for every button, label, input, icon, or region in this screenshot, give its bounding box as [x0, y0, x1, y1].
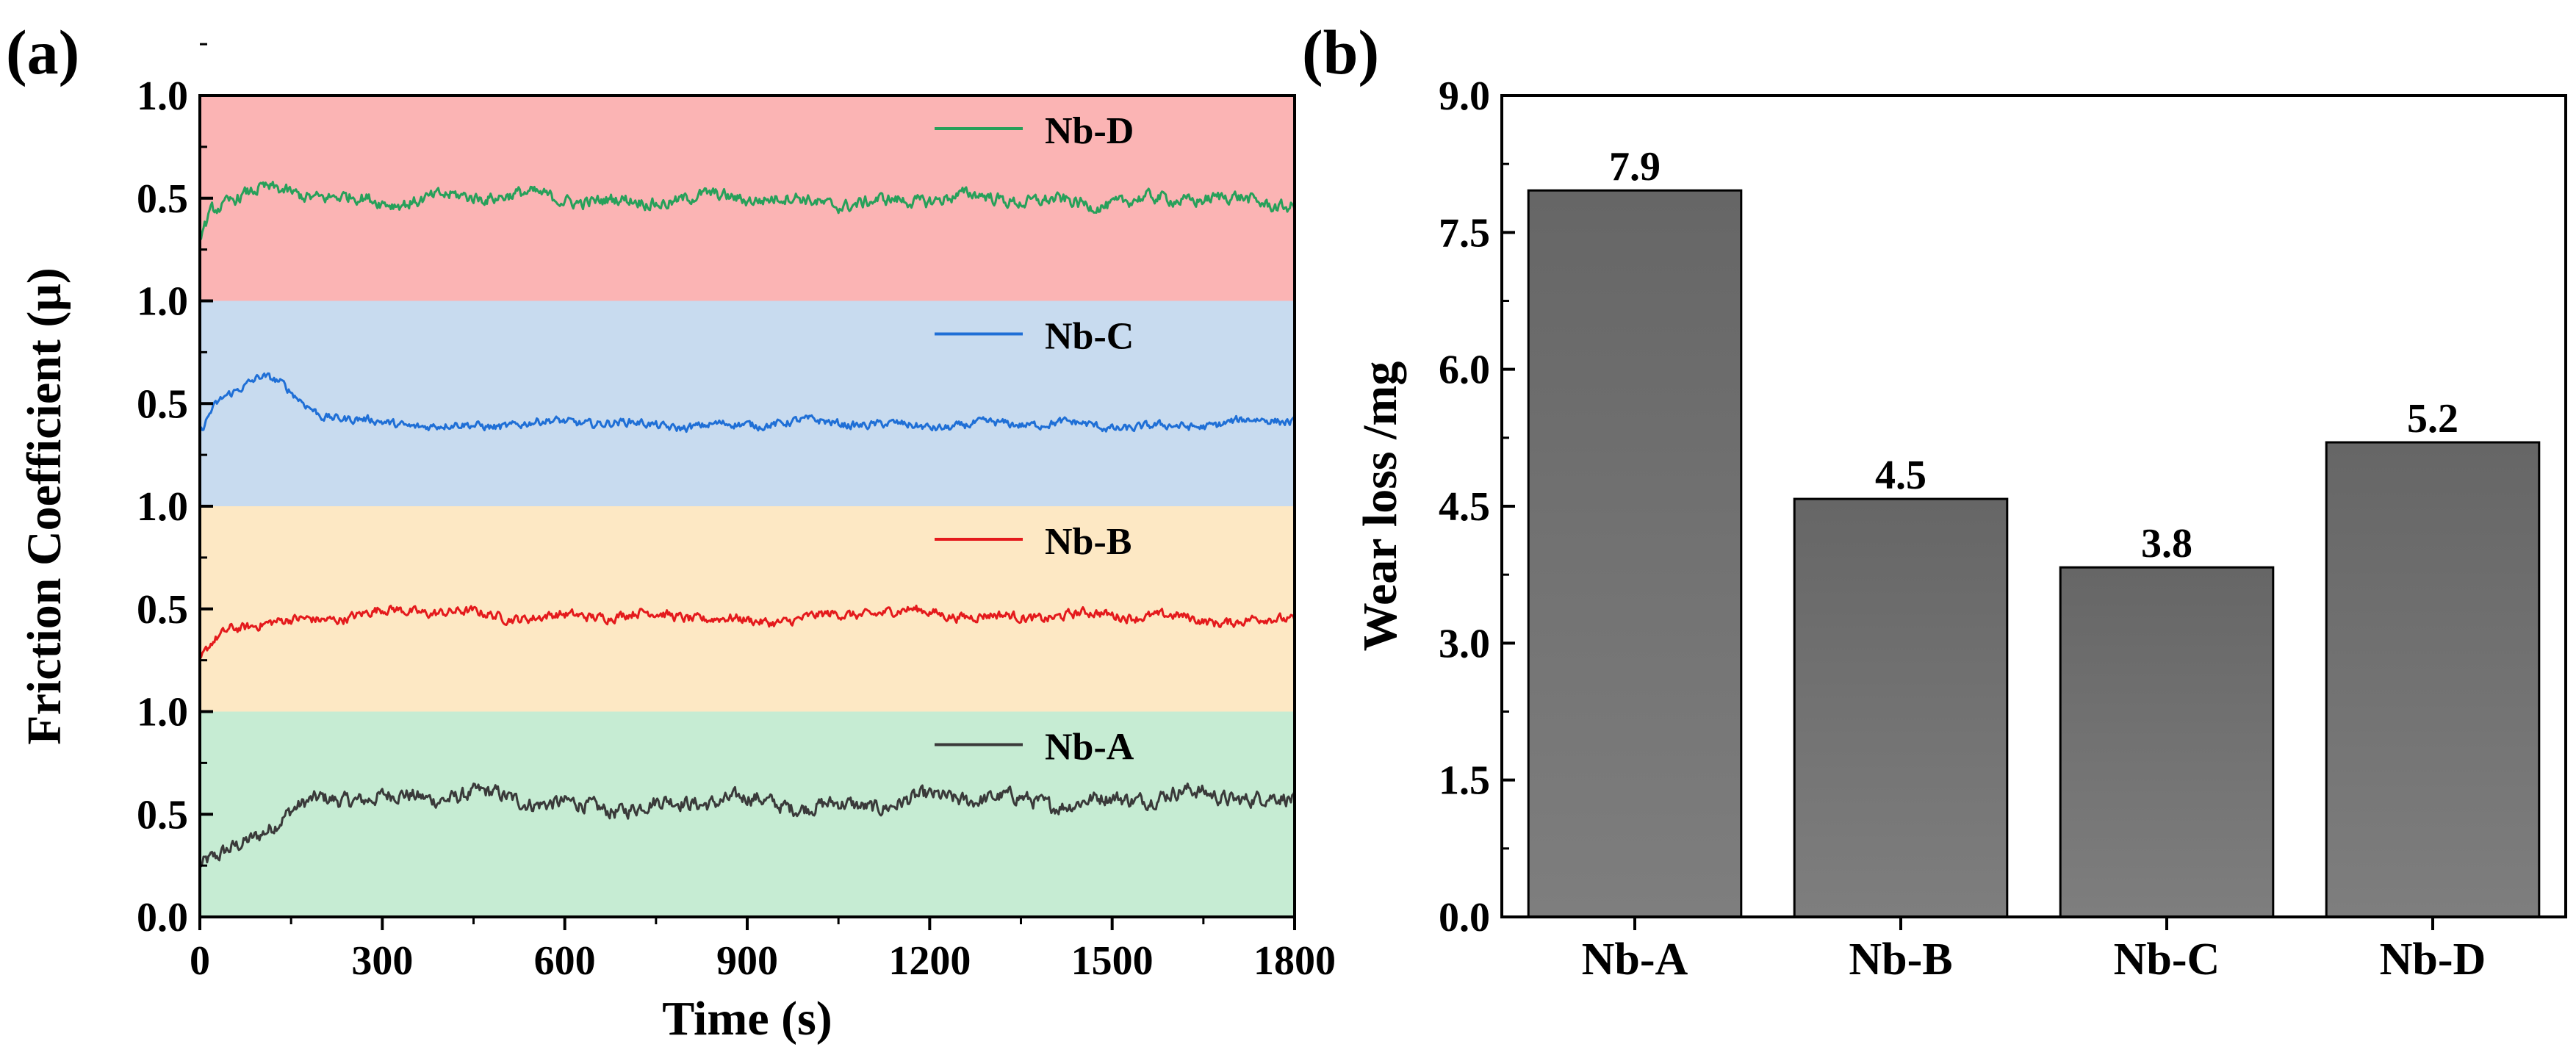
y-tick-label-b: 6.0 [1439, 348, 1490, 393]
band-nb-a [200, 711, 1295, 917]
y-tick-label: 1.0 [137, 690, 188, 735]
y-tick-label-b: 7.5 [1439, 210, 1490, 256]
series-line-nb-c [198, 372, 1295, 433]
legend: Nb-A Nb-B Nb-C Nb-D [935, 110, 1134, 769]
y-tick-label-b: 9.0 [1439, 73, 1490, 119]
series-lines [198, 181, 1296, 868]
series-line-nb-a [198, 782, 1296, 868]
x-tick-label: 300 [351, 938, 413, 984]
band-nb-c [200, 301, 1295, 506]
category-label-nb-d: Nb-D [2380, 935, 2486, 985]
panel-b-label: (b) [1302, 17, 1379, 87]
data-label-nb-d: 5.2 [2407, 396, 2458, 442]
series-line-nb-b [198, 604, 1296, 660]
x-axis-category-labels: Nb-A Nb-B Nb-C Nb-D [1582, 917, 2486, 985]
y-tick-label-b: 0.0 [1439, 895, 1490, 940]
bar-nb-b [1793, 497, 2009, 918]
category-label-nb-b: Nb-B [1849, 935, 1952, 985]
y-tick-label: 1.0 [137, 73, 188, 119]
y-tick-label: 0.5 [137, 792, 188, 838]
y-tick-label: 0.5 [137, 587, 188, 633]
band-backgrounds [200, 96, 1295, 917]
y-tick-label-b: 4.5 [1439, 484, 1490, 530]
data-label-nb-a: 7.9 [1609, 144, 1661, 190]
x-axis-title: Time (s) [662, 992, 832, 1046]
bar-nb-a [1527, 189, 1743, 918]
x-tick-label: 1500 [1071, 938, 1154, 984]
category-label-nb-c: Nb-C [2114, 935, 2220, 985]
data-label-nb-b: 4.5 [1875, 453, 1926, 498]
x-tick-label: 600 [534, 938, 596, 984]
x-axis-ticks: 0 300 600 900 1200 1500 1800 [190, 917, 1336, 984]
y-tick-label-b: 1.5 [1439, 758, 1490, 804]
series-line-nb-d [198, 181, 1296, 242]
y-axis-title-b: Wear loss /mg [1353, 361, 1407, 652]
legend-label-nb-c: Nb-C [1045, 316, 1134, 358]
legend-label-nb-a: Nb-A [1045, 727, 1134, 769]
bar-nb-d [2325, 441, 2541, 918]
y-tick-label: 0.0 [137, 895, 188, 940]
x-tick-label: 0 [190, 938, 210, 984]
bars: 7.9 4.5 3.8 5.2 [1527, 144, 2541, 918]
x-tick-label: 1800 [1253, 938, 1336, 984]
category-label-nb-a: Nb-A [1582, 935, 1688, 985]
y-tick-label: 0.5 [137, 381, 188, 427]
band-nb-b [200, 506, 1295, 712]
y-axis-ticks: 0.0 0.5 1.0 0.5 1.0 0.5 1.0 0.5 1.0 [137, 43, 213, 940]
x-tick-label: 900 [716, 938, 778, 984]
legend-label-nb-d: Nb-D [1045, 110, 1134, 152]
y-axis-title: Friction Coefficient (μ) [18, 267, 71, 745]
y-tick-label-b: 3.0 [1439, 621, 1490, 666]
panel-a-label: (a) [6, 17, 79, 87]
bar-nb-c [2059, 566, 2275, 918]
y-tick-label: 0.5 [137, 176, 188, 222]
x-tick-label: 1200 [888, 938, 971, 984]
data-label-nb-c: 3.8 [2141, 521, 2192, 566]
panel-b: (b) 7.9 4.5 3.8 5.2 0.0 1.5 3.0 4.5 6.0 7.5 9.0 N… [1302, 17, 2567, 985]
y-tick-label: 1.0 [137, 279, 188, 325]
panel-a: (a) Nb-A Nb-B Nb-C Nb-D 0.0 0.5 1.0 0.5 1.0 0.5 1… [6, 17, 1336, 1046]
y-tick-label: 1.0 [137, 484, 188, 530]
y-axis-ticks-b: 0.0 1.5 3.0 4.5 6.0 7.5 9.0 [1439, 73, 1515, 940]
legend-label-nb-b: Nb-B [1045, 521, 1132, 563]
